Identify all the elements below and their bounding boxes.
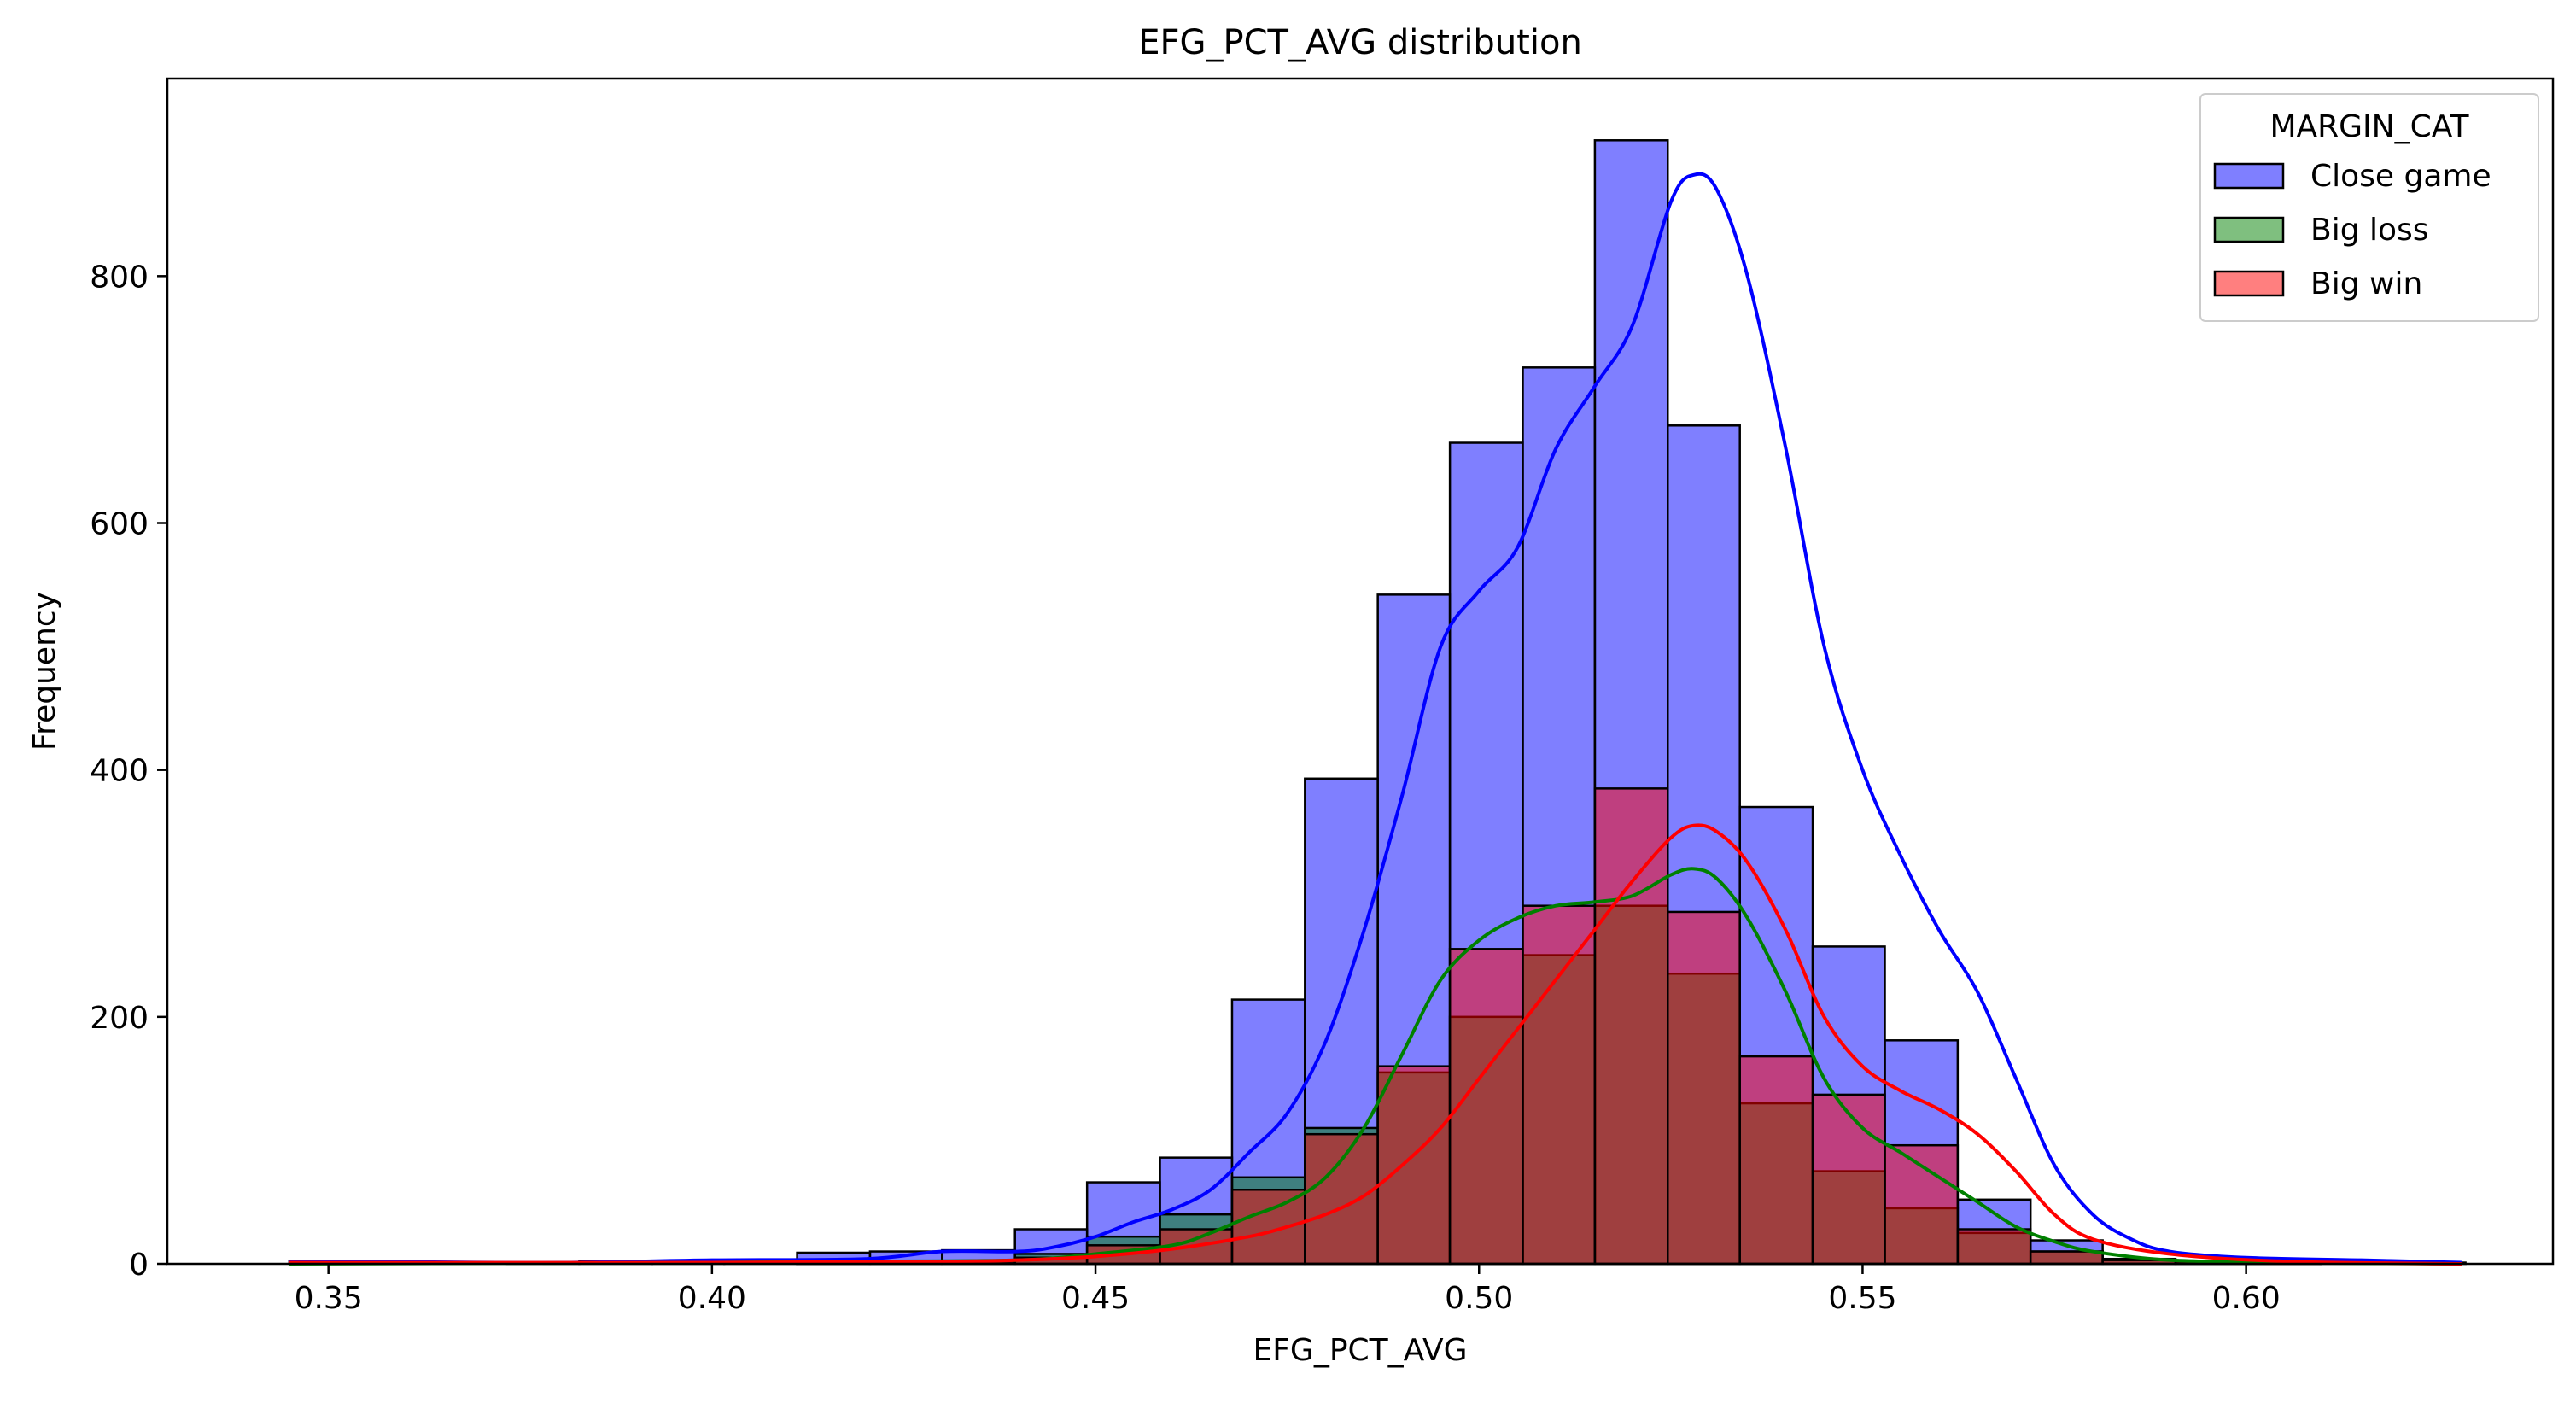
bar-big-win-15 <box>1376 1065 1452 1266</box>
kde-line-close-game <box>288 172 2463 1265</box>
legend-box <box>2199 93 2539 322</box>
bar-big-win-18 <box>1593 787 1669 1266</box>
x-tick-label: 0.50 <box>1445 1281 1513 1316</box>
legend-swatch <box>2213 270 2285 297</box>
bar-big-win-20 <box>1738 1055 1814 1266</box>
x-tick-label: 0.45 <box>1061 1281 1130 1316</box>
legend: MARGIN_CAT Close game Big loss Big win <box>2199 93 2539 322</box>
bar-big-win-19 <box>1667 910 1741 1266</box>
x-tick-label: 0.40 <box>678 1281 746 1316</box>
y-tick-label: 600 <box>90 507 149 542</box>
legend-item-close-game: Close game <box>2213 159 2491 194</box>
bar-big-win-14 <box>1304 1132 1379 1266</box>
bar-big-win-24 <box>2029 1250 2104 1266</box>
x-axis-label: EFG_PCT_AVG <box>1253 1333 1467 1368</box>
bar-big-win-17 <box>1522 904 1597 1266</box>
x-tick-label: 0.55 <box>1828 1281 1896 1316</box>
kde-line-big-win <box>288 823 2463 1266</box>
x-axis-ticks: 0.35 0.40 0.45 0.50 0.55 0.60 <box>295 1264 2281 1316</box>
x-tick-label: 0.60 <box>2212 1281 2281 1316</box>
legend-item-big-win: Big win <box>2213 266 2422 301</box>
kde-curves <box>288 172 2463 1266</box>
y-axis-ticks: 0 200 400 600 800 <box>90 260 167 1283</box>
x-tick-label: 0.35 <box>295 1281 363 1316</box>
legend-items: Close game Big loss Big win <box>2213 159 2491 301</box>
y-tick-label: 0 <box>129 1248 149 1283</box>
legend-label: Big loss <box>2310 213 2429 248</box>
legend-swatch <box>2213 216 2285 243</box>
y-tick-label: 200 <box>90 1001 149 1036</box>
y-tick-label: 400 <box>90 754 149 789</box>
bar-big-win-16 <box>1448 948 1524 1266</box>
bar-big-win-23 <box>1956 1228 2032 1266</box>
bar-big-win-21 <box>1811 1093 1886 1266</box>
legend-label: Big win <box>2310 266 2422 301</box>
legend-title: MARGIN_CAT <box>2269 109 2469 144</box>
y-axis-label: Frequency <box>27 592 62 751</box>
bar-big-win-13 <box>1230 1189 1306 1266</box>
legend-swatch <box>2213 162 2285 190</box>
legend-item-big-loss: Big loss <box>2213 213 2429 248</box>
legend-label: Close game <box>2310 159 2491 194</box>
y-tick-label: 800 <box>90 260 149 295</box>
bar-big-win-22 <box>1884 1143 1960 1266</box>
plot-frame <box>166 77 2555 1266</box>
chart-title: EFG_PCT_AVG distribution <box>1138 23 1582 62</box>
